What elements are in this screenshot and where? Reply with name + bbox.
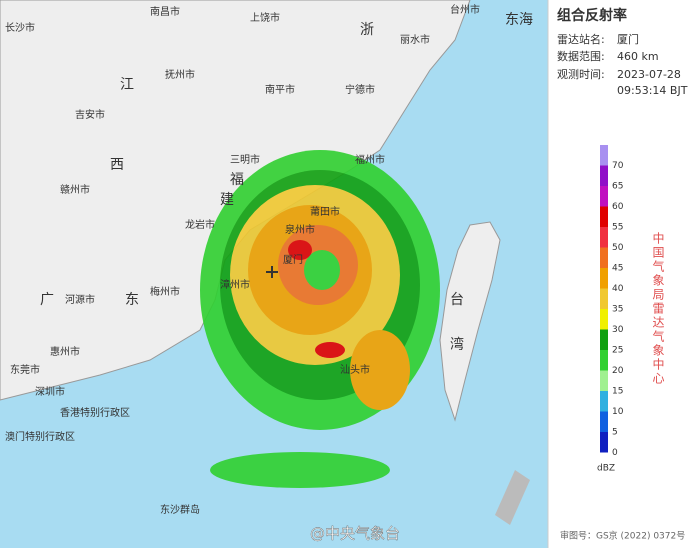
place-label: 吉安市	[75, 108, 105, 121]
place-label: 龙岩市	[185, 218, 215, 231]
approval: 审图号：GS京 (2022) 0372号	[560, 530, 685, 542]
legend-label: 10	[612, 407, 624, 417]
place-label: 东沙群岛	[160, 503, 200, 516]
legend-unit: dBZ	[597, 464, 615, 474]
place-label: 上饶市	[250, 11, 280, 24]
legend-label: 0	[612, 448, 618, 458]
panel-title: 组合反射率	[557, 7, 627, 24]
legend-label: 30	[612, 325, 624, 335]
legend-label: 15	[612, 387, 623, 397]
place-label: 江	[120, 77, 134, 93]
taiwan	[439, 221, 501, 422]
legend-label: 65	[612, 182, 623, 192]
legend-swatch	[600, 145, 608, 166]
place-label: 赣州市	[60, 183, 90, 196]
legend-label: 5	[612, 428, 618, 438]
place-label: 东	[125, 292, 139, 308]
legend-swatch	[600, 288, 608, 309]
place-label: 东莞市	[10, 363, 40, 376]
legend-swatch	[600, 391, 608, 412]
place-label: 广	[40, 292, 54, 308]
legend-label: 50	[612, 243, 624, 253]
place-label: 丽水市	[400, 33, 430, 46]
place-label: 深圳市	[35, 385, 65, 398]
place-label: 浙	[360, 22, 374, 38]
place-label: 福	[230, 172, 244, 188]
legend-label: 35	[612, 305, 623, 315]
place-label: 河源市	[65, 293, 95, 306]
place-label: 三明市	[230, 153, 260, 166]
radar-site	[266, 266, 278, 278]
place-label: 台州市	[450, 3, 480, 16]
legend-label: 60	[612, 202, 624, 212]
place-label: 香港特别行政区	[60, 406, 130, 419]
legend-swatch	[600, 268, 608, 289]
place-label: 宁德市	[345, 83, 375, 96]
info-label: 雷达站名:	[557, 32, 605, 46]
place-label: 湾	[450, 336, 464, 353]
info-value: 460 km	[617, 50, 659, 63]
legend-swatch	[600, 186, 608, 207]
place-label: 福州市	[355, 153, 385, 166]
legend-label: 20	[612, 366, 624, 376]
place-label: 西	[110, 157, 124, 173]
place-label: 澳门特别行政区	[5, 430, 75, 443]
legend-swatch	[600, 227, 608, 248]
place-label: 南昌市	[150, 5, 180, 18]
place-label: 汕头市	[340, 363, 370, 376]
info-label: 数据范围:	[557, 49, 605, 63]
place-label: 厦门	[283, 253, 303, 266]
radar-echo	[200, 150, 440, 488]
place-label: 梅州市	[150, 285, 180, 298]
gray-box	[495, 470, 530, 525]
legend-swatch	[600, 350, 608, 371]
info-value: 2023-07-28	[617, 68, 681, 81]
legend-swatch	[600, 411, 608, 432]
place-label: 台	[450, 292, 464, 308]
legend-swatch	[600, 165, 608, 186]
legend-swatch	[600, 247, 608, 268]
place-label: 抚州市	[165, 68, 195, 81]
info-value: 09:53:14 BJT	[617, 84, 688, 97]
agency: 中国气象局雷达气象中心	[651, 232, 665, 386]
legend-swatch	[600, 309, 608, 330]
place-label: 建	[220, 192, 234, 208]
legend-swatch	[600, 206, 608, 227]
place-label: 漳州市	[220, 278, 250, 291]
legend-swatch	[600, 370, 608, 391]
legend-label: 25	[612, 346, 623, 356]
info-value: 厦门	[617, 32, 639, 46]
legend-label: 45	[612, 264, 623, 274]
watermark: @中央气象台	[310, 525, 400, 543]
place-label: 莆田市	[310, 205, 340, 218]
legend-label: 70	[612, 161, 624, 171]
place-label: 惠州市	[50, 345, 80, 358]
legend-swatch	[600, 432, 608, 453]
legend-label: 40	[612, 284, 624, 294]
legend-label: 55	[612, 223, 623, 233]
place-label: 泉州市	[285, 223, 315, 236]
legend-swatch	[600, 329, 608, 350]
place-label: 东海	[505, 12, 533, 28]
info-label: 观测时间:	[557, 68, 605, 81]
place-label: 长沙市	[5, 21, 35, 34]
place-label: 南平市	[265, 83, 295, 96]
